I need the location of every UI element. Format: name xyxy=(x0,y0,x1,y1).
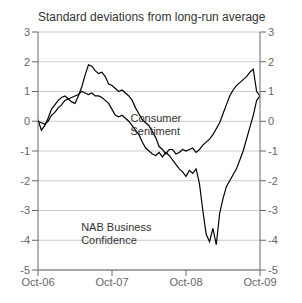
svg-text:-5: -5 xyxy=(268,264,278,276)
svg-text:-3: -3 xyxy=(268,204,278,216)
svg-text:NAB BusinessConfidence: NAB BusinessConfidence xyxy=(81,221,152,246)
svg-text:Oct-09: Oct-09 xyxy=(243,276,276,288)
svg-text:Oct-06: Oct-06 xyxy=(21,276,54,288)
svg-text:Oct-08: Oct-08 xyxy=(169,276,202,288)
svg-text:-3: -3 xyxy=(20,204,30,216)
svg-text:2: 2 xyxy=(24,56,30,68)
svg-text:-4: -4 xyxy=(20,234,30,246)
html-text:Standard deviations from long-: Standard deviations from long-run averag… xyxy=(38,10,266,24)
svg-text:1: 1 xyxy=(24,85,30,97)
svg-text:3: 3 xyxy=(268,26,274,38)
svg-text:3: 3 xyxy=(24,26,30,38)
svg-text:-2: -2 xyxy=(20,175,30,187)
svg-text:-5: -5 xyxy=(20,264,30,276)
svg-text:2: 2 xyxy=(268,56,274,68)
svg-text:-1: -1 xyxy=(268,145,278,157)
svg-text:-1: -1 xyxy=(20,145,30,157)
svg-text:-4: -4 xyxy=(268,234,278,246)
svg-text:1: 1 xyxy=(268,85,274,97)
svg-text:ConsumerSentiment: ConsumerSentiment xyxy=(131,112,182,137)
svg-text:-2: -2 xyxy=(268,175,278,187)
svg-text:Oct-07: Oct-07 xyxy=(95,276,128,288)
svg-text:0: 0 xyxy=(24,115,30,127)
svg-text:0: 0 xyxy=(268,115,274,127)
